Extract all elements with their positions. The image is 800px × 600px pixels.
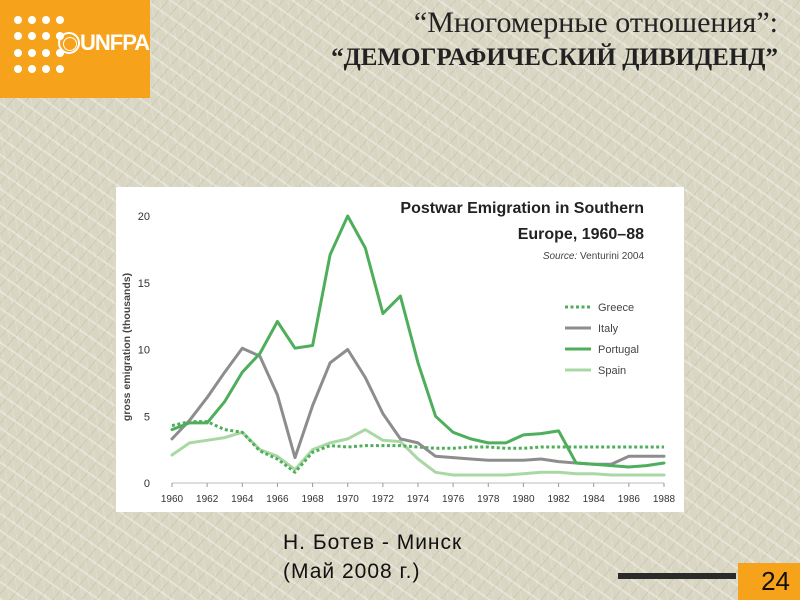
- chart-source-text: Venturini 2004: [577, 251, 644, 262]
- x-tick-label-1972: 1972: [372, 494, 395, 505]
- x-tick-label-1970: 1970: [337, 494, 360, 505]
- x-tick-label-1964: 1964: [231, 494, 254, 505]
- legend-label-spain: Spain: [598, 365, 626, 377]
- slide-title-line1: “Многомерные отношения”:: [413, 6, 778, 39]
- x-tick-label-1974: 1974: [407, 494, 430, 505]
- chart-source-prefix: Source:: [543, 251, 578, 262]
- slide-title-line2: “ДЕМОГРАФИЧЕСКИЙ ДИВИДЕНД”: [331, 44, 778, 71]
- author-name: Н. Ботев - Минск: [283, 531, 463, 554]
- x-tick-label-1986: 1986: [618, 494, 641, 505]
- y-tick-label-20: 20: [138, 211, 150, 223]
- series-line-portugal: [170, 214, 666, 469]
- chart-panel: 0 5 10 15 20 1960 1962 1964 1966 1968 1970 1972 1974…: [116, 187, 684, 512]
- logo-text: UNFPA: [80, 30, 150, 55]
- x-tick-label-1962: 1962: [196, 494, 219, 505]
- x-tick-label-1960: 1960: [161, 494, 184, 505]
- x-tick-label-1988: 1988: [653, 494, 676, 505]
- chart-source: Source: Venturini 2004: [543, 251, 645, 262]
- page-number: 24: [761, 566, 790, 596]
- author-block: Н. Ботев - Минск (Май 2008 г.): [283, 528, 462, 586]
- x-tick-label-1978: 1978: [477, 494, 500, 505]
- x-tick-label-1982: 1982: [547, 494, 570, 505]
- chart-title-line2: Europe, 1960–88: [518, 226, 644, 243]
- y-tick-label-15: 15: [138, 278, 150, 290]
- emigration-line-chart: 0 5 10 15 20 1960 1962 1964 1966 1968 1970 1972 1974…: [121, 200, 676, 505]
- x-tick-label-1966: 1966: [266, 494, 289, 505]
- legend-label-italy: Italy: [598, 323, 619, 335]
- x-tick-label-1980: 1980: [512, 494, 535, 505]
- x-tick-label-1984: 1984: [583, 494, 606, 505]
- unfpa-logo: UNFPA: [0, 0, 150, 98]
- author-date: (Май 2008 г.): [283, 560, 421, 583]
- chart-title-line1: Postwar Emigration in Southern: [400, 200, 644, 217]
- footer-divider: [618, 573, 736, 579]
- logo-dots: [14, 16, 64, 76]
- y-axis-label: gross emigration (thousands): [121, 273, 133, 421]
- un-globe-icon: [58, 32, 80, 54]
- y-tick-label-10: 10: [138, 345, 150, 357]
- legend-label-greece: Greece: [598, 302, 634, 314]
- legend-label-portugal: Portugal: [598, 344, 639, 356]
- x-tick-label-1976: 1976: [442, 494, 465, 505]
- x-tick-label-1968: 1968: [301, 494, 324, 505]
- y-tick-label-5: 5: [144, 411, 150, 423]
- chart-legend: Greece Italy Portugal Spain: [565, 302, 639, 377]
- y-tick-label-0: 0: [144, 478, 150, 490]
- series-line-greece: [171, 420, 664, 474]
- page-number-box: 24: [738, 563, 800, 600]
